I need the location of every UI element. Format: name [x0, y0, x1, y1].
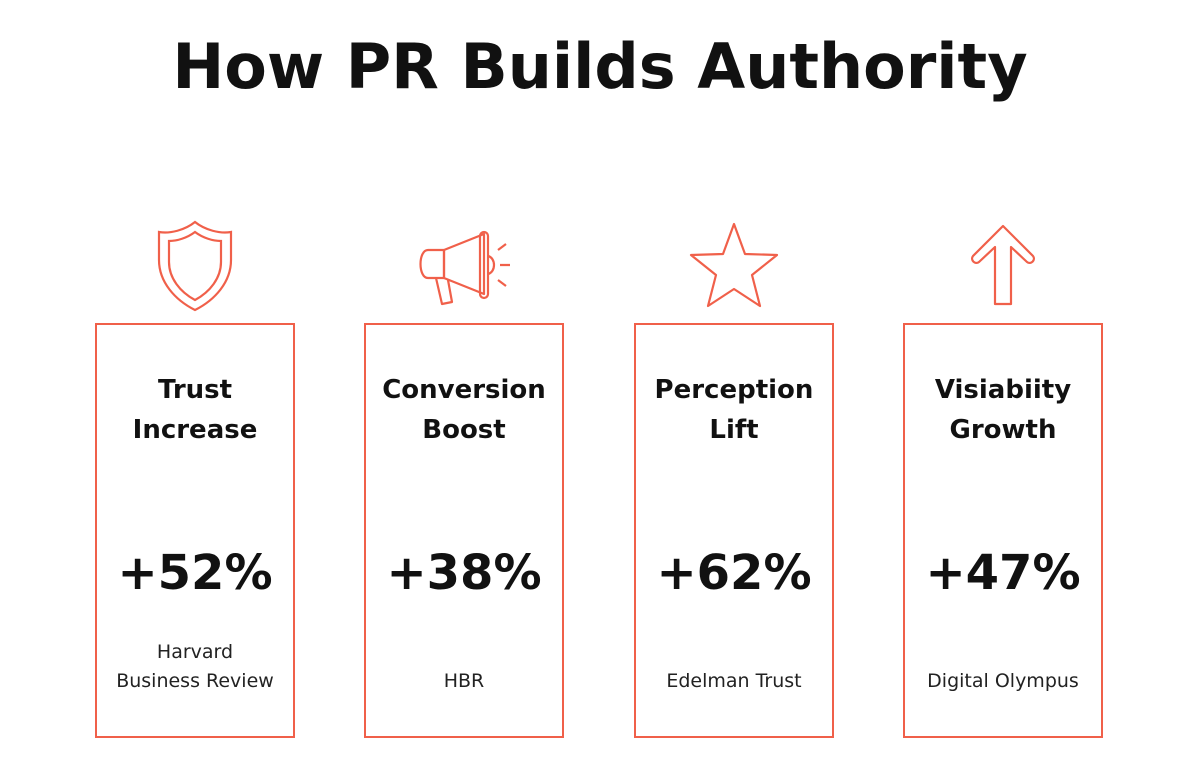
card-source: Digital Olympus	[927, 670, 1079, 692]
shield-icon	[145, 220, 245, 315]
stat-card: Conversion Boost +38% HBR	[364, 323, 564, 738]
card-label: Trust Increase	[132, 375, 258, 445]
stat-card: Visiabiity Growth +47% Digital Olympus	[903, 323, 1103, 738]
card-value: +62%	[656, 545, 812, 601]
card-value: +47%	[925, 545, 1081, 601]
arrow-up-icon	[953, 220, 1053, 315]
page-title: How PR Builds Authority	[172, 30, 1028, 103]
stat-card: Trust Increase +52% Harvard Business Revie…	[95, 323, 295, 738]
stat-card: Perception Lift +62% Edelman Trust	[634, 323, 834, 738]
card-value: +52%	[117, 545, 273, 601]
card-source: Edelman Trust	[666, 670, 802, 692]
card-label: Visiabiity Growth	[934, 375, 1072, 445]
card-source: Harvard Business Review	[116, 641, 274, 692]
card-label: Conversion Boost	[382, 375, 546, 445]
card-value: +38%	[386, 545, 542, 601]
card-label: Perception Lift	[654, 375, 814, 445]
megaphone-icon	[414, 220, 514, 315]
star-icon	[684, 220, 784, 315]
card-source: HBR	[443, 670, 485, 692]
